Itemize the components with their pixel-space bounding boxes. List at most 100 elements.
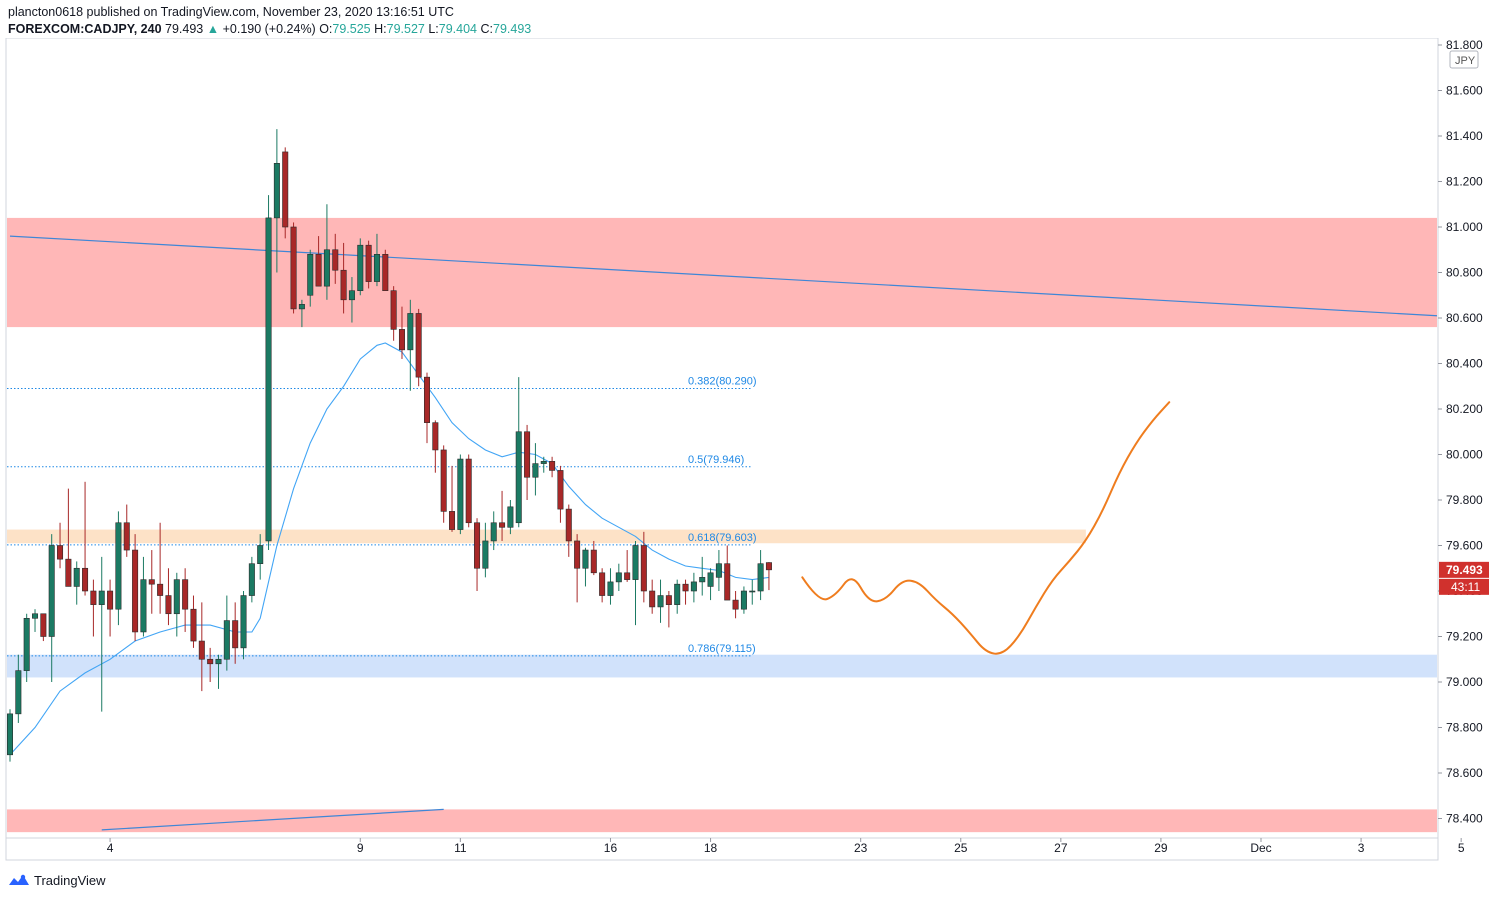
candle-down (315, 236, 322, 287)
candle-body (98, 590, 105, 605)
price-tick-label: 80.000 (1446, 448, 1483, 462)
candle-up (482, 522, 489, 578)
candle-body (415, 313, 422, 378)
candle-body (290, 226, 297, 310)
trendline (9, 235, 1438, 317)
candle-down (565, 504, 572, 557)
candle-down (182, 568, 189, 632)
candle-up (540, 456, 547, 473)
candle-down (132, 534, 139, 642)
fib-label: 0.5(79.946) (688, 454, 744, 466)
candle-body (574, 540, 581, 569)
candle-down (282, 147, 289, 239)
zone-upper-resistance (7, 217, 1437, 328)
countdown-label: 43:11 (1451, 580, 1480, 594)
candle-down (724, 545, 731, 601)
candle-down (465, 454, 472, 528)
price-tick-label: 78.600 (1446, 766, 1483, 780)
price-tick-label: 79.600 (1446, 539, 1483, 553)
time-tick-label: 9 (357, 841, 364, 855)
candle-down (474, 518, 481, 591)
candle-down (40, 613, 47, 642)
chart-frame (5, 38, 1439, 861)
candle-body (7, 713, 14, 756)
projection-layer (801, 401, 1171, 655)
candle-down (398, 306, 405, 359)
candle-up (98, 556, 105, 712)
candle-up (307, 249, 314, 307)
candle-down (557, 465, 564, 523)
symbol-name[interactable]: FOREXCOM:CADJPY (8, 22, 134, 36)
candle-body (240, 595, 247, 649)
last-price-badge (1439, 561, 1489, 578)
candle-body (348, 290, 355, 301)
candle-down (365, 240, 372, 289)
candle-body (115, 522, 122, 610)
price-axis[interactable]: 81.800 81.600 81.400 81.200 81.000 80.800 80.6… (1438, 38, 1483, 826)
candle-down (640, 531, 647, 603)
candle-body (665, 595, 672, 605)
price-tick-label: 80.200 (1446, 402, 1483, 416)
candle-body (248, 563, 255, 596)
candle-body (123, 522, 130, 551)
candle-body (48, 545, 55, 637)
candle-up (607, 568, 614, 605)
candle-body (465, 458, 472, 524)
candle-body (273, 163, 280, 219)
price-tick-label: 78.400 (1446, 812, 1483, 826)
candle-body (532, 463, 539, 478)
candle-body (515, 431, 522, 524)
candle-body (182, 579, 189, 610)
candle-up (223, 595, 230, 671)
candle-down (665, 591, 672, 628)
interval[interactable]: 240 (140, 22, 162, 36)
candle-body (73, 567, 80, 587)
candle-body (65, 558, 72, 587)
high-value: 79.527 (386, 22, 425, 36)
candle-body (307, 254, 314, 296)
candle-body (382, 254, 389, 292)
candle-body (699, 577, 706, 583)
candle-up (740, 586, 747, 614)
time-tick-label: 18 (704, 841, 718, 855)
time-axis[interactable]: 4 9 11 16 18 23 25 27 29 Dec 3 5 (107, 838, 1465, 855)
price-tick-label: 81.200 (1446, 175, 1483, 189)
price-tick-label: 79.200 (1446, 630, 1483, 644)
candle-down (290, 222, 297, 314)
price-tick-label: 78.800 (1446, 721, 1483, 735)
candle-down (549, 456, 556, 478)
candle-down (449, 465, 456, 532)
candle-body (132, 549, 139, 633)
candle-body (765, 562, 772, 571)
candle-up (582, 547, 589, 587)
candle-body (357, 244, 364, 291)
candle-up (690, 572, 697, 603)
candle-down (649, 579, 656, 614)
fibonacci-layer: 0.382(80.290) 0.5(79.946) 0.618(79.603) 0.7… (7, 376, 757, 657)
candle-down (198, 602, 205, 692)
time-tick-label: 23 (854, 841, 868, 855)
candle-down (432, 420, 439, 473)
candle-body (257, 545, 264, 565)
candle-body (507, 506, 514, 528)
time-tick-label: 16 (604, 841, 618, 855)
candle-up (615, 563, 622, 591)
last-price-label: 79.493 (1446, 563, 1483, 577)
time-tick-label: 3 (1358, 841, 1365, 855)
candle-down (624, 550, 631, 582)
candle-down (90, 579, 97, 637)
candle-body (657, 595, 664, 608)
price-chart[interactable]: 0.382(80.290) 0.5(79.946) 0.618(79.603) 0.7… (0, 38, 1498, 864)
candle-down (499, 490, 506, 541)
candle-up (457, 454, 464, 535)
candle-down (157, 522, 164, 614)
candle-body (432, 422, 439, 451)
open-value: 79.525 (332, 22, 371, 36)
candle-body (549, 461, 556, 471)
low-label: L: (428, 22, 439, 36)
fib-label: 0.618(79.603) (688, 532, 757, 544)
symbol-ohlc-line: FOREXCOM:CADJPY, 240 79.493 ▲ +0.190 (+0… (8, 22, 532, 36)
price-tick-label: 81.400 (1446, 129, 1483, 143)
candle-body (565, 508, 572, 542)
candle-body (340, 269, 347, 301)
